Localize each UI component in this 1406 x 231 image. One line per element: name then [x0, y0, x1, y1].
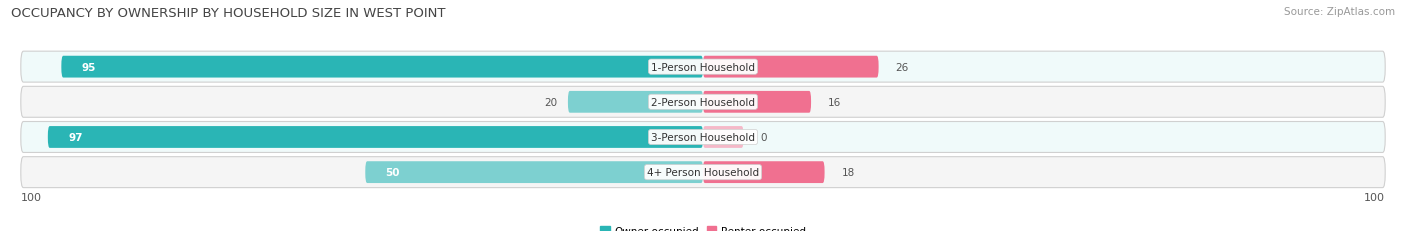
FancyBboxPatch shape: [21, 122, 1385, 153]
FancyBboxPatch shape: [568, 91, 703, 113]
Text: 100: 100: [1364, 193, 1385, 203]
FancyBboxPatch shape: [21, 87, 1385, 118]
Text: 18: 18: [841, 167, 855, 177]
FancyBboxPatch shape: [62, 57, 703, 78]
Text: 97: 97: [67, 132, 83, 142]
FancyBboxPatch shape: [21, 157, 1385, 188]
Text: 20: 20: [544, 97, 558, 107]
Text: 1-Person Household: 1-Person Household: [651, 62, 755, 72]
Text: 26: 26: [896, 62, 908, 72]
FancyBboxPatch shape: [703, 161, 824, 183]
Text: 16: 16: [828, 97, 841, 107]
Text: 100: 100: [21, 193, 42, 203]
FancyBboxPatch shape: [703, 91, 811, 113]
FancyBboxPatch shape: [21, 52, 1385, 83]
FancyBboxPatch shape: [366, 161, 703, 183]
Text: 95: 95: [82, 62, 96, 72]
Text: 4+ Person Household: 4+ Person Household: [647, 167, 759, 177]
Legend: Owner-occupied, Renter-occupied: Owner-occupied, Renter-occupied: [596, 222, 810, 231]
Text: 0: 0: [761, 132, 766, 142]
Text: Source: ZipAtlas.com: Source: ZipAtlas.com: [1284, 7, 1395, 17]
FancyBboxPatch shape: [703, 57, 879, 78]
FancyBboxPatch shape: [703, 127, 744, 148]
Text: 50: 50: [385, 167, 401, 177]
Text: 3-Person Household: 3-Person Household: [651, 132, 755, 142]
Text: OCCUPANCY BY OWNERSHIP BY HOUSEHOLD SIZE IN WEST POINT: OCCUPANCY BY OWNERSHIP BY HOUSEHOLD SIZE…: [11, 7, 446, 20]
FancyBboxPatch shape: [48, 127, 703, 148]
Text: 2-Person Household: 2-Person Household: [651, 97, 755, 107]
